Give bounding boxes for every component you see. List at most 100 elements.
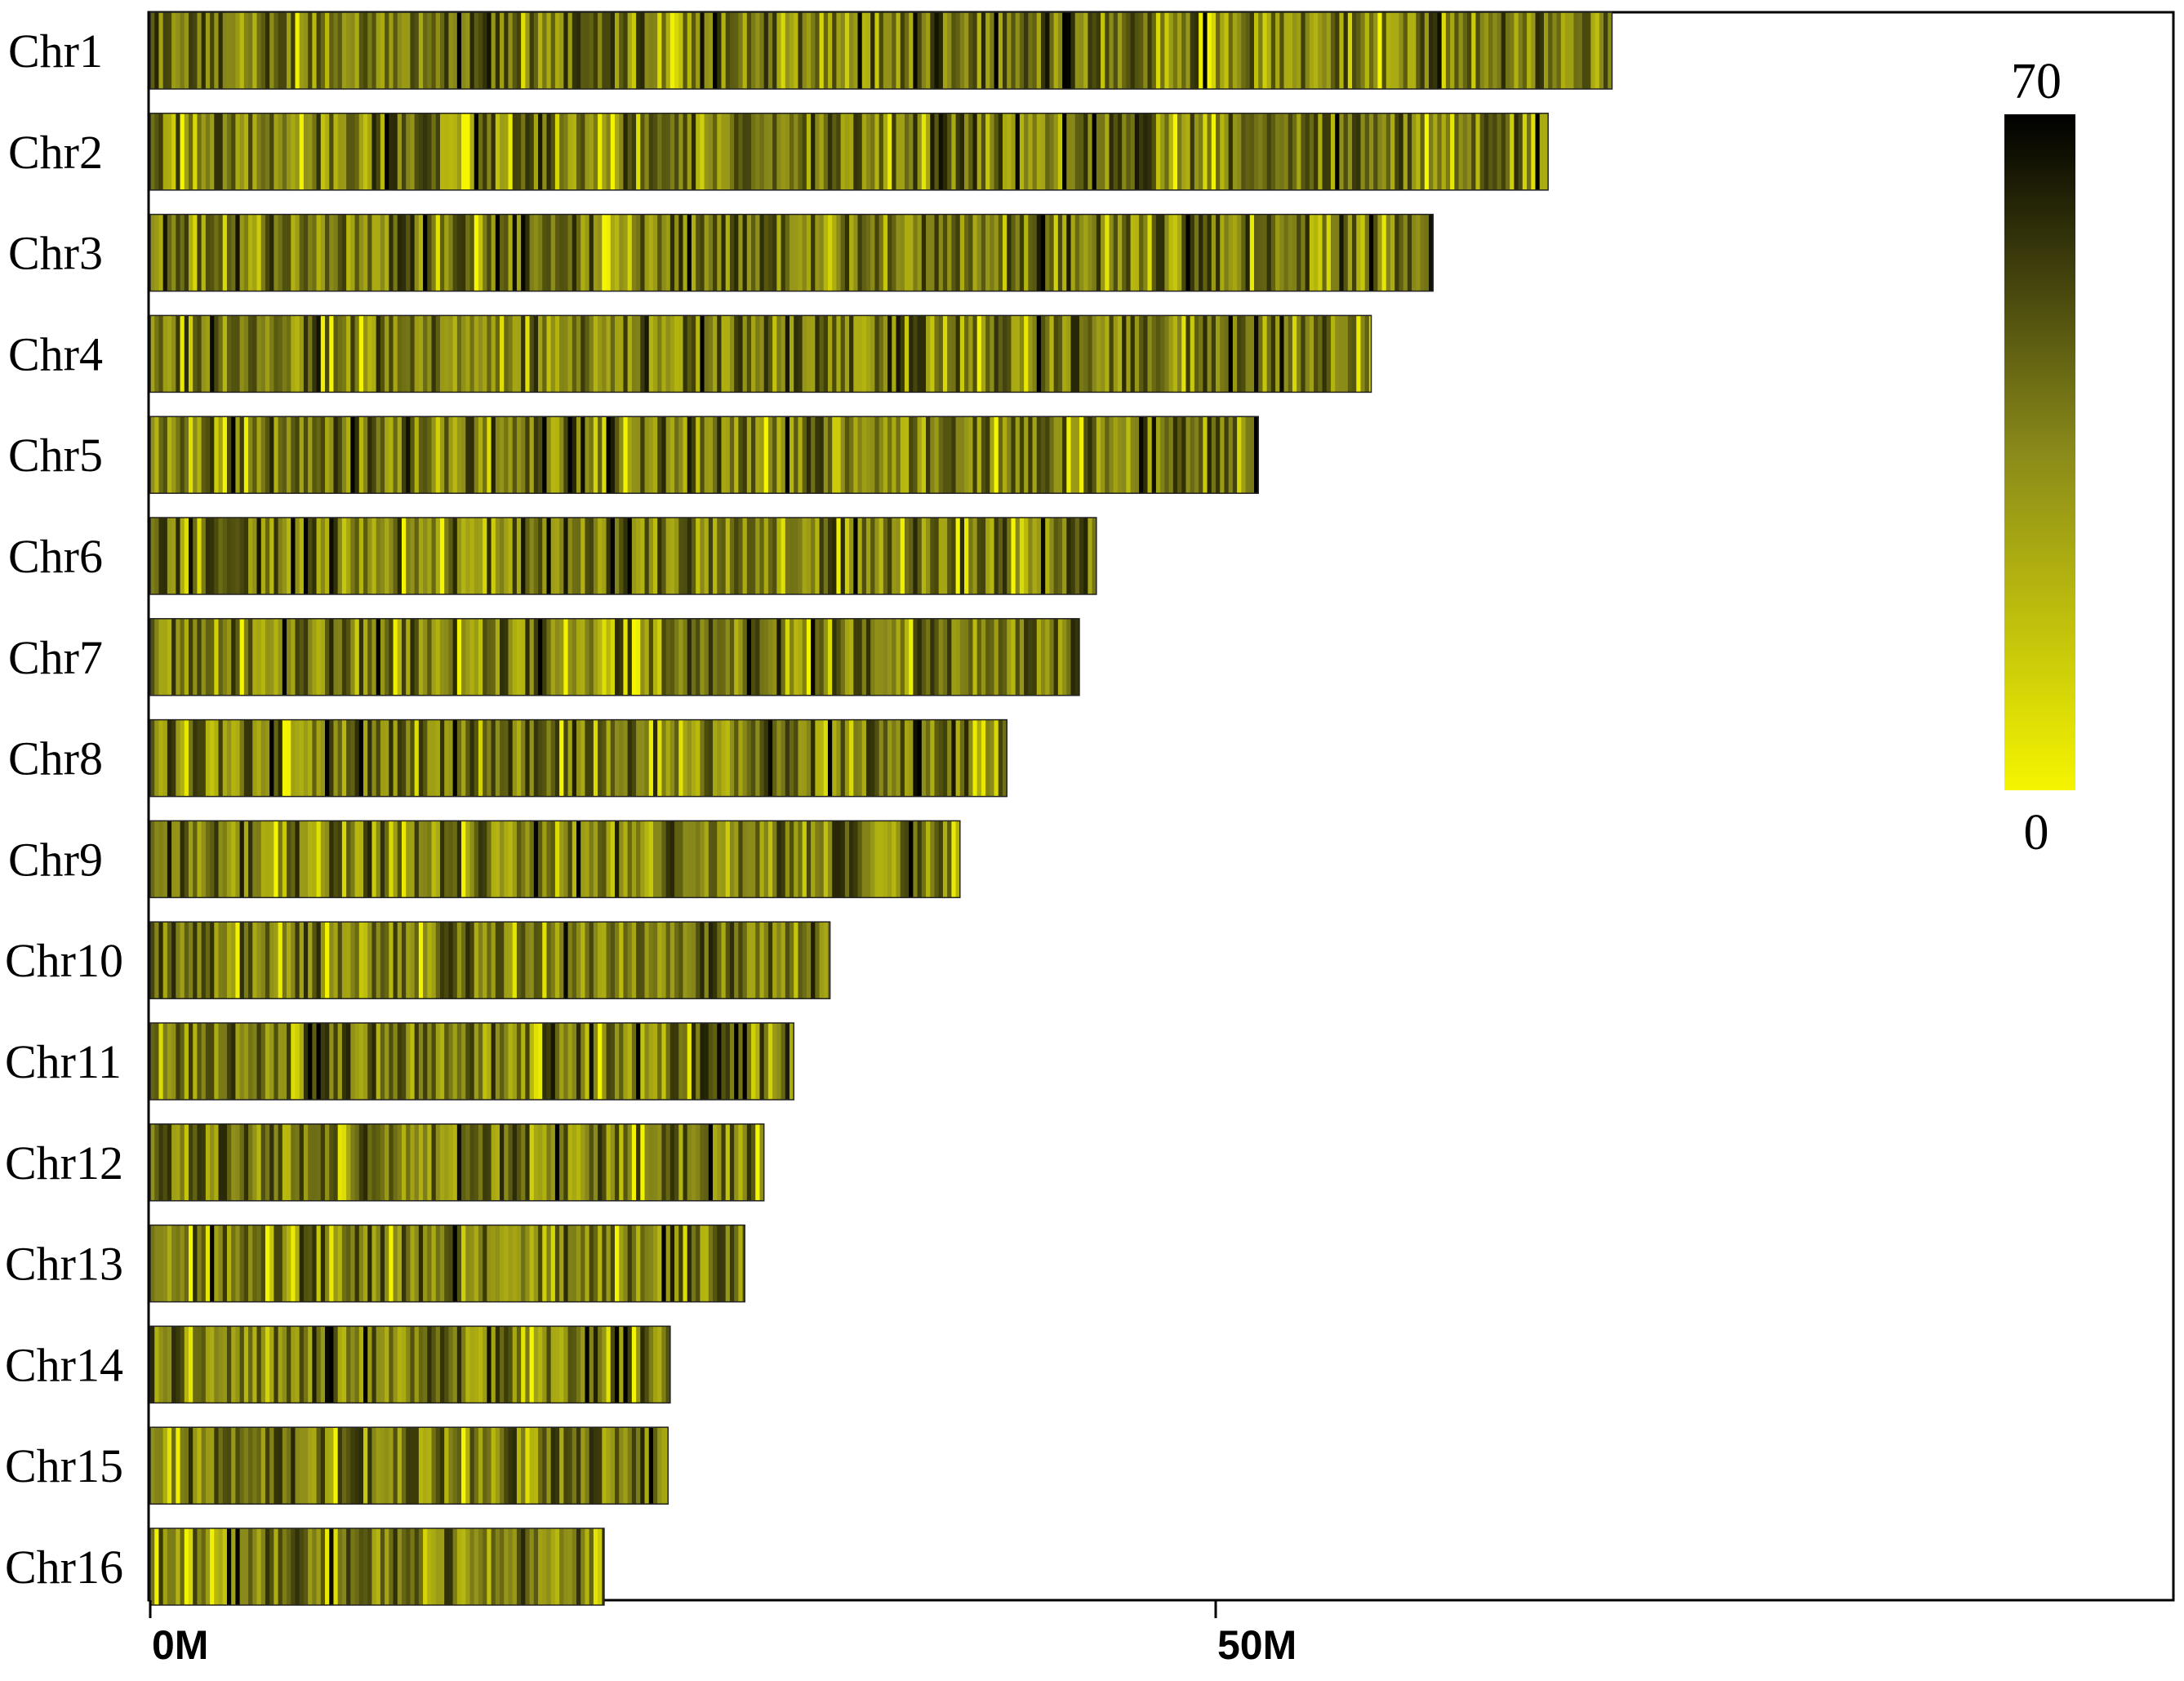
density-bin (210, 1123, 215, 1201)
density-bin (243, 214, 249, 291)
density-bin (1199, 113, 1203, 190)
density-bin (201, 922, 207, 999)
density-bin (393, 1123, 398, 1201)
density-bin (942, 214, 948, 291)
density-bin (222, 315, 228, 393)
density-bin (325, 12, 330, 89)
density-bin (269, 416, 274, 494)
density-bin (652, 922, 658, 999)
density-bin (751, 113, 756, 190)
density-bin (623, 1123, 629, 1201)
density-bin (781, 719, 786, 797)
density-bin (857, 618, 863, 696)
density-bin (180, 113, 185, 190)
density-bin (474, 922, 479, 999)
density-bin (811, 518, 816, 594)
density-bin (414, 113, 420, 190)
density-bin (870, 113, 875, 190)
density-bin (538, 1326, 543, 1403)
density-bin (580, 922, 586, 999)
density-bin (857, 113, 863, 190)
density-bin (158, 820, 164, 898)
density-bin (439, 922, 445, 999)
density-bin (337, 719, 343, 797)
density-bin (171, 1123, 176, 1201)
density-bin (393, 214, 398, 291)
density-bin (832, 618, 838, 696)
density-bin (435, 518, 441, 594)
density-bin (265, 618, 270, 696)
density-bin (742, 922, 748, 999)
density-bin (260, 12, 266, 89)
density-bin (827, 214, 833, 291)
density-bin (448, 1023, 454, 1100)
density-bin (585, 315, 590, 393)
density-bin (226, 1427, 232, 1505)
chromosome-bar-outline (149, 416, 1259, 494)
density-bin (260, 315, 266, 393)
density-bin (1024, 315, 1029, 393)
density-bin (755, 1023, 761, 1100)
density-bin (1352, 113, 1357, 190)
density-bin (554, 416, 560, 494)
density-bin (878, 214, 884, 291)
density-bin (648, 820, 654, 898)
density-bin (985, 315, 990, 393)
density-bin (763, 518, 769, 594)
density-bin (478, 1326, 483, 1403)
density-bin (1330, 214, 1336, 291)
density-bin (1049, 518, 1055, 594)
density-bin (150, 1528, 155, 1605)
density-bin (201, 1528, 207, 1605)
density-bin (790, 922, 794, 999)
density-bin (738, 315, 744, 393)
density-bin (806, 618, 812, 696)
density-bin (243, 1123, 249, 1201)
density-bin (849, 214, 854, 291)
density-bin (1015, 214, 1021, 291)
density-bin (674, 416, 679, 494)
density-bin (448, 1123, 454, 1201)
density-bin (252, 113, 258, 190)
density-bin (781, 214, 786, 291)
density-bin (303, 214, 309, 291)
density-bin (892, 315, 897, 393)
density-bin (295, 1225, 300, 1302)
density-bin (721, 113, 727, 190)
density-bin (1015, 618, 1021, 696)
density-bin (1074, 618, 1079, 696)
density-bin (444, 1427, 449, 1505)
density-bin (1155, 315, 1161, 393)
density-bin (1360, 113, 1366, 190)
density-bin (717, 719, 723, 797)
density-bin (652, 12, 658, 89)
density-bin (640, 518, 646, 594)
density-bin (214, 922, 220, 999)
density-bin (572, 618, 577, 696)
density-bin (341, 113, 347, 190)
density-bin (542, 618, 548, 696)
density-bin (713, 214, 718, 291)
density-bin (550, 1225, 556, 1302)
density-bin (1088, 518, 1093, 594)
density-bin (572, 1528, 577, 1605)
density-bin (763, 416, 769, 494)
density-bin (947, 12, 952, 89)
density-bin (559, 1326, 564, 1403)
density-bin (295, 1326, 300, 1403)
density-bin (926, 214, 931, 291)
density-bin (589, 1528, 594, 1605)
density-bin (239, 214, 245, 291)
density-bin (282, 1528, 287, 1605)
density-bin (648, 214, 654, 291)
density-bin (870, 416, 875, 494)
density-bin (683, 12, 688, 89)
density-bin (239, 12, 245, 89)
density-bin (333, 922, 339, 999)
density-bin (516, 315, 522, 393)
density-bin (836, 518, 842, 594)
density-bin (892, 719, 897, 797)
density-bin (661, 1427, 667, 1505)
density-bin (516, 1326, 522, 1403)
density-bin (1262, 214, 1268, 291)
